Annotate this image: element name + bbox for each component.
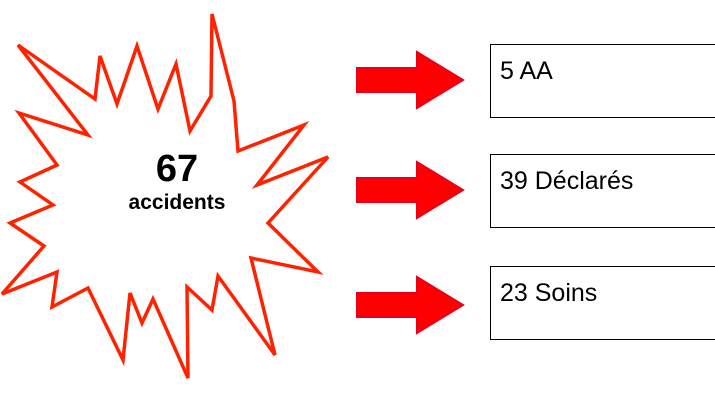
category-box-declares: 39 Déclarés xyxy=(490,154,715,228)
accident-count: 67 xyxy=(155,148,199,190)
arrow-right-icon xyxy=(356,275,465,335)
arrow-right-icon xyxy=(356,160,465,220)
category-label: 23 Soins xyxy=(500,279,598,307)
starburst-outline xyxy=(0,13,330,379)
category-label: 39 Déclarés xyxy=(500,167,634,195)
accident-label: accidents xyxy=(128,191,226,214)
arrow-right-icon xyxy=(356,50,465,110)
category-label: 5 AA xyxy=(500,57,553,85)
category-box-aa: 5 AA xyxy=(490,44,715,118)
burst-text-group: 67 accidents xyxy=(92,148,262,216)
category-box-soins: 23 Soins xyxy=(490,266,715,340)
